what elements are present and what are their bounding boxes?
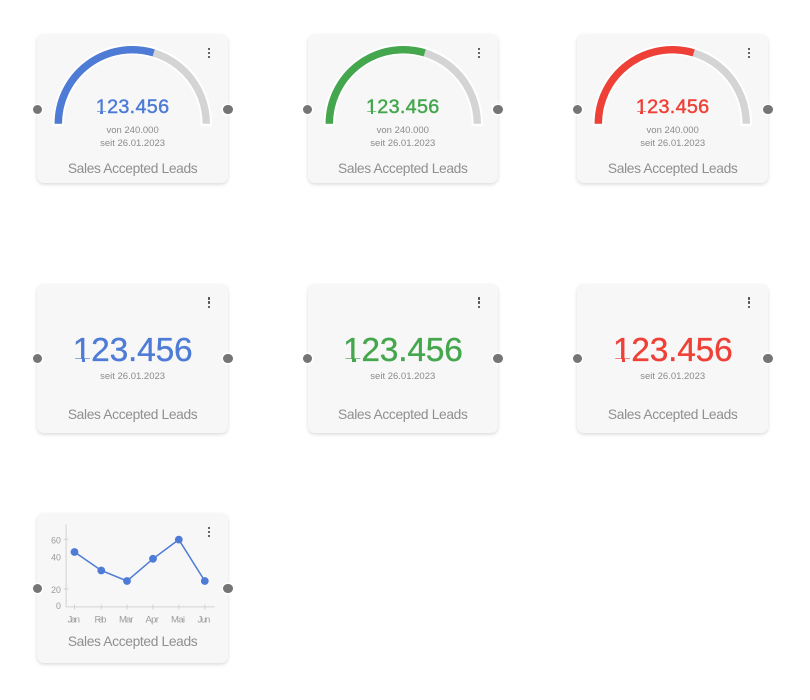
svg-text:0: 0 [56,601,61,611]
svg-text:Mar: Mar [119,615,134,626]
svg-text:60: 60 [51,536,61,546]
svg-text:40: 40 [51,553,61,563]
svg-text:Jun: Jun [198,615,211,626]
svg-text:Mai: Mai [171,615,185,626]
svg-text:20: 20 [51,585,61,595]
svg-text:Jan: Jan [68,615,80,626]
svg-text:Feb: Feb [95,615,107,626]
svg-text:Apr: Apr [146,615,160,626]
